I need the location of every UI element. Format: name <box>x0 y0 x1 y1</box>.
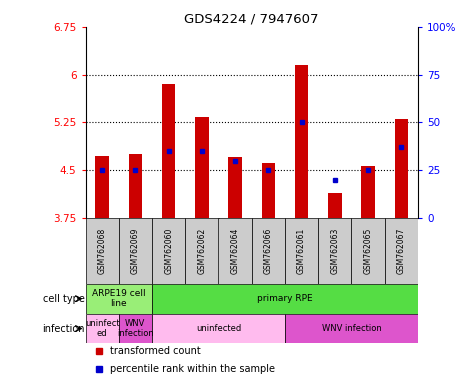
Bar <box>195 118 209 218</box>
Bar <box>395 119 408 218</box>
Text: GSM762064: GSM762064 <box>231 228 239 274</box>
Bar <box>228 157 242 218</box>
Bar <box>218 218 252 284</box>
Bar <box>318 218 352 284</box>
Bar <box>119 218 152 284</box>
Bar <box>119 314 152 343</box>
Text: ARPE19 cell
line: ARPE19 cell line <box>92 289 145 308</box>
Bar <box>262 162 275 218</box>
Text: GSM762068: GSM762068 <box>98 228 106 274</box>
Title: GDS4224 / 7947607: GDS4224 / 7947607 <box>184 13 319 26</box>
Text: GSM762067: GSM762067 <box>397 228 406 274</box>
Text: WNV
infection: WNV infection <box>117 319 154 338</box>
Bar <box>152 284 418 314</box>
Text: WNV infection: WNV infection <box>322 324 381 333</box>
Bar <box>285 314 418 343</box>
Bar <box>86 218 119 284</box>
Text: transformed count: transformed count <box>110 346 201 356</box>
Text: GSM762066: GSM762066 <box>264 228 273 274</box>
Bar <box>328 192 342 218</box>
Text: uninfect
ed: uninfect ed <box>85 319 119 338</box>
Text: GSM762062: GSM762062 <box>198 228 206 274</box>
Bar <box>352 218 385 284</box>
Bar <box>152 218 185 284</box>
Bar <box>295 65 308 218</box>
Bar <box>86 284 152 314</box>
Bar <box>185 218 218 284</box>
Text: uninfected: uninfected <box>196 324 241 333</box>
Text: percentile rank within the sample: percentile rank within the sample <box>110 364 276 374</box>
Text: cell type: cell type <box>43 294 85 304</box>
Bar <box>86 314 119 343</box>
Text: GSM762069: GSM762069 <box>131 228 140 274</box>
Text: GSM762061: GSM762061 <box>297 228 306 274</box>
Bar <box>95 156 109 218</box>
Bar <box>152 314 285 343</box>
Bar <box>162 84 175 218</box>
Text: infection: infection <box>42 324 85 334</box>
Text: GSM762060: GSM762060 <box>164 228 173 274</box>
Bar <box>252 218 285 284</box>
Text: GSM762063: GSM762063 <box>331 228 339 274</box>
Text: primary RPE: primary RPE <box>257 294 313 303</box>
Bar <box>285 218 318 284</box>
Bar <box>129 154 142 218</box>
Text: GSM762065: GSM762065 <box>364 228 372 274</box>
Bar <box>385 218 418 284</box>
Bar <box>361 166 375 218</box>
